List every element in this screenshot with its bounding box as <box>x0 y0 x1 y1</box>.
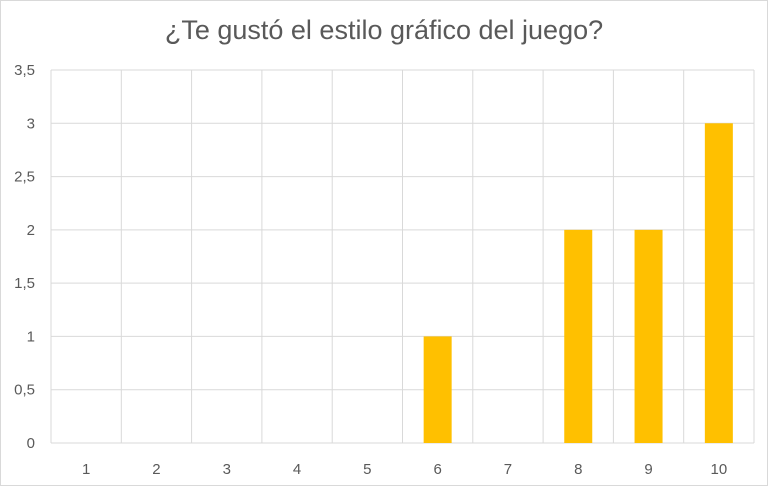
bar <box>423 336 452 443</box>
y-tick-label: 1,5 <box>14 275 35 292</box>
y-tick-label: 3 <box>27 115 35 132</box>
x-tick-label: 8 <box>574 461 582 478</box>
bar <box>634 229 663 443</box>
x-tick-label: 6 <box>433 461 441 478</box>
y-tick-label: 0 <box>27 435 35 452</box>
x-tick-label: 9 <box>644 461 652 478</box>
y-tick-label: 3,5 <box>14 62 35 79</box>
x-tick-label: 3 <box>223 461 231 478</box>
x-tick-label: 10 <box>711 461 728 478</box>
x-tick-label: 1 <box>82 461 90 478</box>
y-tick-label: 2 <box>27 222 35 239</box>
bar <box>704 123 733 444</box>
chart-title: ¿Te gustó el estilo gráfico del juego? <box>164 15 604 45</box>
bar <box>564 229 593 443</box>
x-tick-label: 7 <box>504 461 512 478</box>
x-tick-label: 4 <box>293 461 301 478</box>
x-tick-label: 5 <box>363 461 371 478</box>
y-tick-label: 0,5 <box>14 382 35 399</box>
y-tick-label: 2,5 <box>14 169 35 186</box>
y-tick-label: 1 <box>27 328 35 345</box>
x-tick-label: 2 <box>152 461 160 478</box>
